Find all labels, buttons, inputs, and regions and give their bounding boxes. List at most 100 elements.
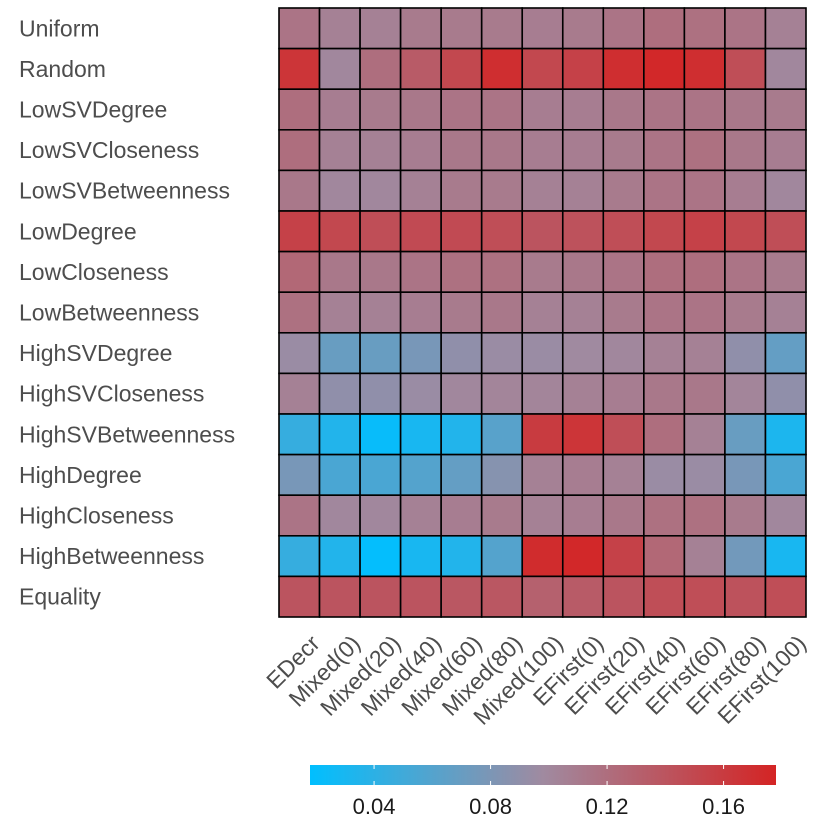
heatmap-cell [643, 169, 686, 212]
heatmap-cell [480, 291, 524, 334]
heatmap-cell [602, 331, 645, 375]
heatmap-cell [399, 291, 442, 334]
heatmap-cell [399, 47, 442, 90]
heatmap-cell [602, 534, 645, 578]
heatmap-cell [764, 169, 807, 212]
heatmap-cell [440, 372, 483, 415]
heatmap-cell [683, 291, 726, 334]
heatmap-cell [724, 494, 767, 537]
heatmap-cell [480, 372, 524, 415]
heatmap-cell [278, 169, 321, 212]
heatmap-cell [399, 88, 442, 131]
heatmap-cell [480, 453, 524, 497]
heatmap-cell [764, 7, 807, 50]
heatmap-cell [480, 88, 524, 131]
heatmap-cell [602, 250, 645, 294]
heatmap-cell [561, 291, 605, 334]
heatmap-cell [359, 88, 402, 131]
heatmap-cell [440, 534, 483, 578]
heatmap-cell [359, 372, 402, 415]
heatmap-cell [602, 129, 645, 172]
heatmap-cell [561, 372, 605, 415]
heatmap-cell [643, 291, 686, 334]
heatmap-cell [643, 331, 686, 375]
heatmap-cell [318, 575, 361, 618]
heatmap-cell [561, 331, 605, 375]
heatmap-cell [561, 169, 605, 212]
row-label: HighCloseness [19, 503, 174, 529]
heatmap-cell [764, 210, 807, 253]
heatmap-cell [602, 169, 645, 212]
heatmap-cell [643, 47, 686, 90]
heatmap-cell [764, 372, 807, 415]
row-label: HighSVDegree [19, 340, 172, 366]
heatmap-cell [643, 413, 686, 456]
heatmap-cell [399, 534, 442, 578]
heatmap-cell [521, 129, 564, 172]
heatmap-cell [359, 331, 402, 375]
heatmap-cell [399, 7, 442, 50]
heatmap-cell [359, 453, 402, 497]
row-label: HighSVCloseness [19, 381, 204, 407]
heatmap-cell [278, 413, 321, 456]
heatmap-cell [764, 494, 807, 537]
heatmap-cell [399, 331, 442, 375]
heatmap-cell [521, 88, 564, 131]
colorbar-ticks: 0.04 0.08 0.12 0.16 [353, 765, 745, 819]
heatmap-cell [359, 169, 402, 212]
heatmap-cell [683, 413, 726, 456]
colorbar-tick-label: 0.16 [702, 794, 745, 819]
row-label: LowSVBetweenness [19, 178, 230, 204]
heatmap-cell [724, 534, 767, 578]
heatmap-cell [278, 250, 321, 294]
heatmap-cell [521, 291, 564, 334]
heatmap-cell [318, 88, 361, 131]
heatmap-cell [561, 129, 605, 172]
heatmap-cell [440, 47, 483, 90]
colorbar-legend: 0.04 0.08 0.12 0.16 [310, 765, 776, 819]
heatmap-cell [318, 250, 361, 294]
row-label: LowBetweenness [19, 300, 199, 326]
heatmap-cell [643, 453, 686, 497]
heatmap-cell [359, 47, 402, 90]
heatmap-cell [521, 453, 564, 497]
heatmap-cell [359, 291, 402, 334]
heatmap-cell [480, 250, 524, 294]
heatmap-cell [764, 291, 807, 334]
column-labels: EDecrMixed(0)Mixed(20)Mixed(40)Mixed(60)… [261, 630, 811, 730]
heatmap-cell [480, 210, 524, 253]
heatmap-cell [724, 129, 767, 172]
heatmap-cell [602, 291, 645, 334]
heatmap-cell [602, 413, 645, 456]
heatmap-cell [440, 331, 483, 375]
heatmap-cell [724, 169, 767, 212]
heatmap-cell [683, 7, 726, 50]
heatmap-cell [278, 453, 321, 497]
heatmap-cell [440, 291, 483, 334]
heatmap-cell [521, 331, 564, 375]
heatmap-cell [359, 534, 402, 578]
heatmap-cell [683, 250, 726, 294]
heatmap-cell [683, 575, 726, 618]
heatmap-cell [521, 372, 564, 415]
heatmap-cell [278, 494, 321, 537]
heatmap-cell [602, 453, 645, 497]
heatmap-cell [643, 7, 686, 50]
heatmap-cell [724, 210, 767, 253]
heatmap-cell [480, 494, 524, 537]
heatmap-cell [561, 575, 605, 618]
heatmap-cell [521, 7, 564, 50]
heatmap-cell [724, 372, 767, 415]
heatmap-cell [521, 210, 564, 253]
heatmap-cell [318, 534, 361, 578]
heatmap-cell [278, 331, 321, 375]
heatmap-cell [602, 47, 645, 90]
heatmap-cell [318, 413, 361, 456]
row-label: Random [19, 56, 106, 82]
heatmap-cell [561, 88, 605, 131]
heatmap-cell [318, 169, 361, 212]
heatmap-cell [440, 129, 483, 172]
heatmap-cell [683, 169, 726, 212]
heatmap-cell [602, 210, 645, 253]
heatmap-cell [764, 453, 807, 497]
